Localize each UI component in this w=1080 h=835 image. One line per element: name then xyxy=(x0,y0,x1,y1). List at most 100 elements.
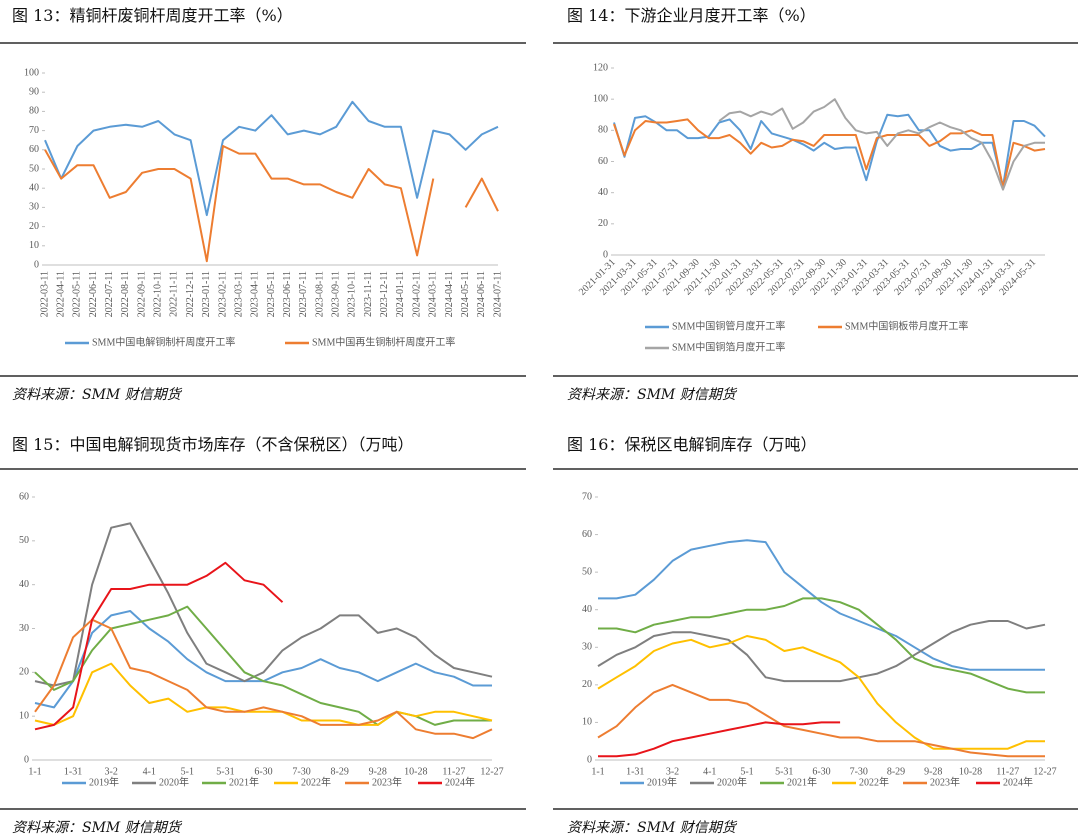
x-tick-label: 2023-10-11 xyxy=(347,271,358,317)
x-tick-label: 2023-11-11 xyxy=(363,271,374,317)
series-line xyxy=(598,721,841,758)
y-tick-label: 40 xyxy=(598,187,608,198)
x-tick-label: 2022-12-11 xyxy=(185,271,196,317)
legend-label: SMM中国铜管月度开工率 xyxy=(672,319,785,332)
legend-label: 2019年 xyxy=(89,775,119,788)
y-tick-label: 10 xyxy=(29,240,39,251)
y-tick-label: 30 xyxy=(582,642,592,653)
y-tick-label: 60 xyxy=(19,491,29,502)
y-tick-label: 0 xyxy=(603,249,608,260)
x-tick-label: 4-1 xyxy=(703,766,716,777)
x-tick-label: 9-28 xyxy=(369,766,387,777)
y-tick-label: 80 xyxy=(29,106,39,117)
y-tick-label: 60 xyxy=(598,156,608,167)
x-tick-label: 1-1 xyxy=(28,766,41,777)
x-tick-label: 2022-07-11 xyxy=(104,271,115,317)
x-tick-label: 2022-04-11 xyxy=(55,271,66,317)
legend-label: 2021年 xyxy=(229,775,259,788)
series-line xyxy=(597,620,1046,683)
x-tick-label: 9-28 xyxy=(924,766,942,777)
y-tick-label: 60 xyxy=(29,144,39,155)
series-line xyxy=(597,635,1045,750)
y-tick-label: 40 xyxy=(19,579,29,590)
x-tick-label: 2023-05-11 xyxy=(266,271,277,317)
y-tick-label: 50 xyxy=(582,566,592,577)
legend-label: 2020年 xyxy=(159,775,189,788)
x-tick-label: 4-1 xyxy=(143,766,156,777)
x-tick-label: 2022-06-11 xyxy=(88,271,99,317)
legend-label: SMM中国铜板带月度开工率 xyxy=(845,319,968,332)
x-tick-label: 1-31 xyxy=(64,766,82,777)
series-line xyxy=(34,618,493,740)
series-line xyxy=(613,118,1046,189)
x-tick-label: 10-28 xyxy=(404,766,427,777)
series-line xyxy=(34,662,493,726)
x-tick-label: 7-30 xyxy=(850,766,868,777)
series-line xyxy=(598,539,1045,671)
x-tick-label: 12-27 xyxy=(480,766,503,777)
y-tick-label: 10 xyxy=(582,717,592,728)
y-tick-label: 40 xyxy=(582,604,592,615)
source-note: 资料来源：SMM 财信期货 xyxy=(12,387,181,403)
x-tick-label: 2023-02-11 xyxy=(217,271,228,317)
x-tick-label: 2024-03-11 xyxy=(428,271,439,317)
figure-caption: 图 13：精铜杆废铜杆周度开工率（%） xyxy=(12,6,293,25)
series-line xyxy=(44,145,499,263)
legend-label: SMM中国铜箔月度开工率 xyxy=(672,340,785,353)
x-tick-label: 1-31 xyxy=(626,766,644,777)
y-tick-label: 20 xyxy=(19,667,29,678)
y-tick-label: 20 xyxy=(598,218,608,229)
y-tick-label: 10 xyxy=(19,710,29,721)
y-tick-label: 50 xyxy=(19,535,29,546)
y-tick-label: 100 xyxy=(593,93,608,104)
x-tick-label: 11-27 xyxy=(996,766,1019,777)
x-tick-label: 2022-03-11 xyxy=(39,271,50,317)
x-tick-label: 2024-04-11 xyxy=(444,271,455,317)
x-tick-label: 2024-07-11 xyxy=(492,271,503,317)
x-tick-label: 6-30 xyxy=(254,766,272,777)
x-tick-label: 2023-08-11 xyxy=(314,271,325,317)
x-tick-label: 2022-05-11 xyxy=(72,271,83,317)
legend-label: 2020年 xyxy=(717,775,747,788)
y-tick-label: 0 xyxy=(34,259,39,270)
y-tick-label: 90 xyxy=(29,86,39,97)
x-tick-label: 2023-06-11 xyxy=(282,271,293,317)
y-tick-label: 30 xyxy=(19,623,29,634)
x-tick-label: 10-28 xyxy=(959,766,982,777)
legend-label: 2024年 xyxy=(445,775,475,788)
y-tick-label: 50 xyxy=(29,163,39,174)
y-tick-label: 120 xyxy=(593,62,608,73)
x-tick-label: 5-1 xyxy=(181,766,194,777)
series-line xyxy=(44,100,499,217)
y-tick-label: 20 xyxy=(582,679,592,690)
figure-caption: 图 16：保税区电解铜库存（万吨） xyxy=(567,435,817,454)
series-line xyxy=(597,683,1045,758)
x-tick-label: 2023-04-11 xyxy=(250,271,261,317)
y-tick-label: 40 xyxy=(29,182,39,193)
figure-caption: 图 14：下游企业月度开工率（%） xyxy=(567,6,816,25)
x-tick-label: 2023-09-11 xyxy=(331,271,342,317)
legend-label: 2019年 xyxy=(647,775,677,788)
x-tick-label: 5-1 xyxy=(740,766,753,777)
legend-label: SMM中国再生铜制杆周度开工率 xyxy=(312,335,455,348)
x-tick-label: 2023-07-11 xyxy=(298,271,309,317)
series-line xyxy=(598,597,1045,694)
legend-label: 2022年 xyxy=(859,775,889,788)
x-tick-label: 8-29 xyxy=(887,766,905,777)
series-line xyxy=(613,113,1046,188)
source-note: 资料来源：SMM 财信期货 xyxy=(567,387,736,403)
x-tick-label: 7-30 xyxy=(292,766,310,777)
x-tick-label: 12-27 xyxy=(1033,766,1056,777)
x-tick-label: 2024-05-11 xyxy=(460,271,471,317)
x-tick-label: 2024-02-11 xyxy=(411,271,422,317)
legend-label: 2023年 xyxy=(372,775,402,788)
x-tick-label: 2022-08-11 xyxy=(120,271,131,317)
legend-label: 2022年 xyxy=(301,775,331,788)
x-tick-label: 2023-12-11 xyxy=(379,271,390,317)
figure-caption: 图 15：中国电解铜现货市场库存（不含保税区）（万吨） xyxy=(12,435,414,454)
y-tick-label: 20 xyxy=(29,221,39,232)
x-tick-label: 5-31 xyxy=(216,766,234,777)
x-tick-label: 2023-01-11 xyxy=(201,271,212,317)
